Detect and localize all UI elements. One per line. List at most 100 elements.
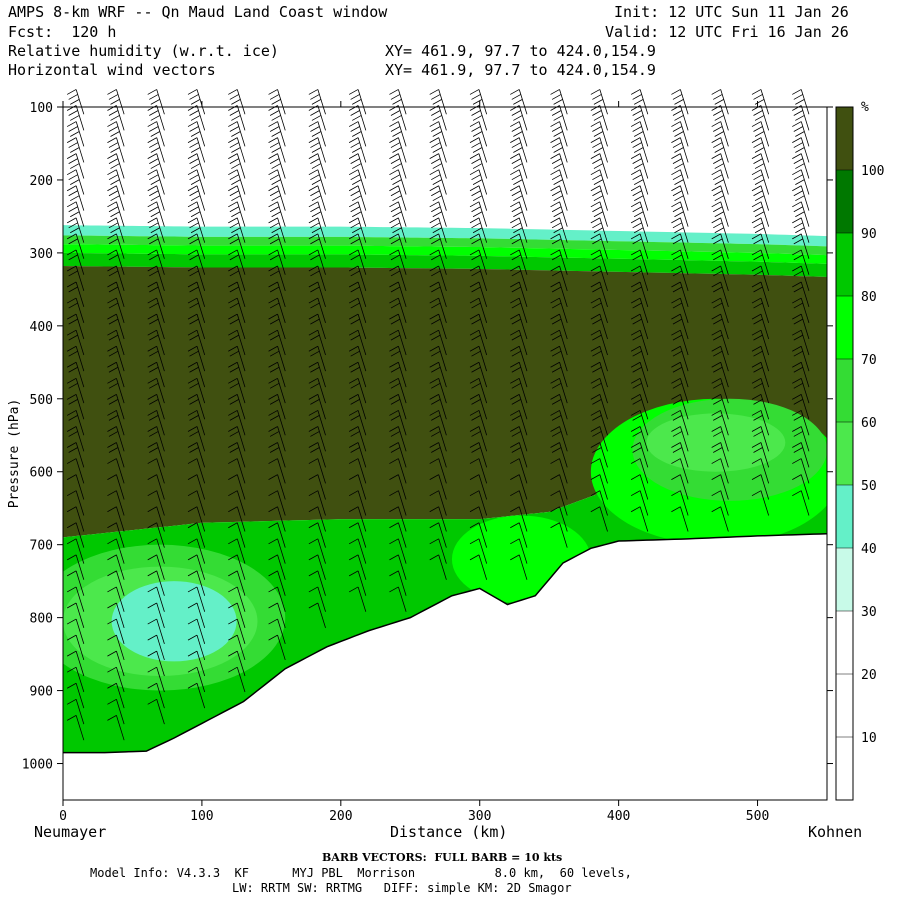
wind-barb [268,586,286,612]
wind-barb [187,169,206,195]
wind-barb [429,185,447,211]
wind-barb [792,442,810,468]
wind-barb [107,185,125,211]
wind-barb [107,233,125,259]
wind-barb [348,105,367,131]
wind-barb [147,329,165,356]
wind-barb [187,586,206,612]
wind-barb [187,313,206,340]
wind-barb [469,169,488,195]
wind-barb [630,281,649,307]
wind-barb [66,313,85,340]
wind-barb [429,506,447,532]
wind-barb [711,153,729,179]
wind-barb [308,522,326,548]
wind-barb [429,361,447,388]
wind-barb [550,217,568,243]
wind-barb [550,105,568,131]
wind-barb [228,602,246,628]
wind-barb [147,361,165,388]
wind-barb [671,329,689,356]
wind-barb [389,394,407,420]
wind-barb [308,345,326,372]
wind-barb [268,217,286,243]
wind-barb [469,217,488,243]
wind-barb [711,506,729,532]
y-tick-label: 100 [30,101,53,116]
wind-barb [792,201,810,227]
wind-barb [228,313,246,340]
wind-barb [308,105,326,131]
wind-barb [751,201,770,227]
wind-barb [268,249,286,275]
wind-barb [308,281,326,307]
wind-barb [630,474,649,500]
colorbar-label: 60 [861,416,877,431]
wind-barb [147,137,165,163]
wind-barb [630,121,649,147]
wind-barb [671,153,689,179]
wind-barb [630,249,649,275]
x-tick-label: 400 [607,809,630,824]
wind-barb [348,313,367,340]
wind-barb [107,506,125,532]
wind-barb [107,169,125,195]
wind-barb [711,249,729,275]
wind-barb [348,458,367,484]
wind-barb [751,217,770,243]
wind-barb [510,345,528,372]
valid-time: Valid: 12 UTC Fri 16 Jan 26 [605,23,849,41]
wind-barb [187,682,206,709]
wind-barb [469,249,488,275]
wind-barb [389,169,407,195]
wind-barb [66,602,85,628]
wind-barb [308,153,326,179]
wind-barb [590,233,608,259]
wind-barb [187,618,206,645]
wind-barb [147,153,165,179]
wind-barb [187,426,206,452]
wind-barb [268,329,286,356]
wind-barb [429,474,447,500]
wind-barb [429,442,447,468]
wind-barb [711,137,729,163]
wind-barb [348,554,367,580]
wind-barb [187,377,206,404]
wind-barb [228,586,246,612]
wind-barb [590,121,608,147]
wind-barb [630,361,649,388]
wind-barb [550,474,568,500]
wind-barb [751,490,770,516]
wind-barb [630,442,649,468]
wind-barb [751,297,770,324]
wind-barb [510,233,528,259]
wind-barb [792,329,810,356]
wind-barb [792,345,810,372]
wind-barb [550,522,568,548]
wind-barb [469,442,488,468]
wind-barb [550,169,568,195]
wind-barb [751,105,770,131]
wind-barb [66,714,85,741]
wind-barb [348,410,367,436]
wind-barb [389,313,407,340]
wind-barb [228,570,246,596]
wind-barb [268,377,286,404]
wind-barb [711,329,729,356]
wind-barb [590,345,608,372]
colorbar-band [836,611,853,674]
wind-barb [671,345,689,372]
wind-barb [389,442,407,468]
rh-band-40-50 [63,225,827,247]
wind-barb [671,249,689,275]
wind-barb [187,522,206,548]
wind-barb [510,217,528,243]
wind-barb [187,474,206,500]
wind-barb [268,490,286,516]
wind-barb [590,410,608,436]
wind-barb [147,698,165,725]
wind-barb [66,153,85,179]
wind-barb [348,490,367,516]
wind-barb [66,361,85,388]
wind-barb [389,201,407,227]
